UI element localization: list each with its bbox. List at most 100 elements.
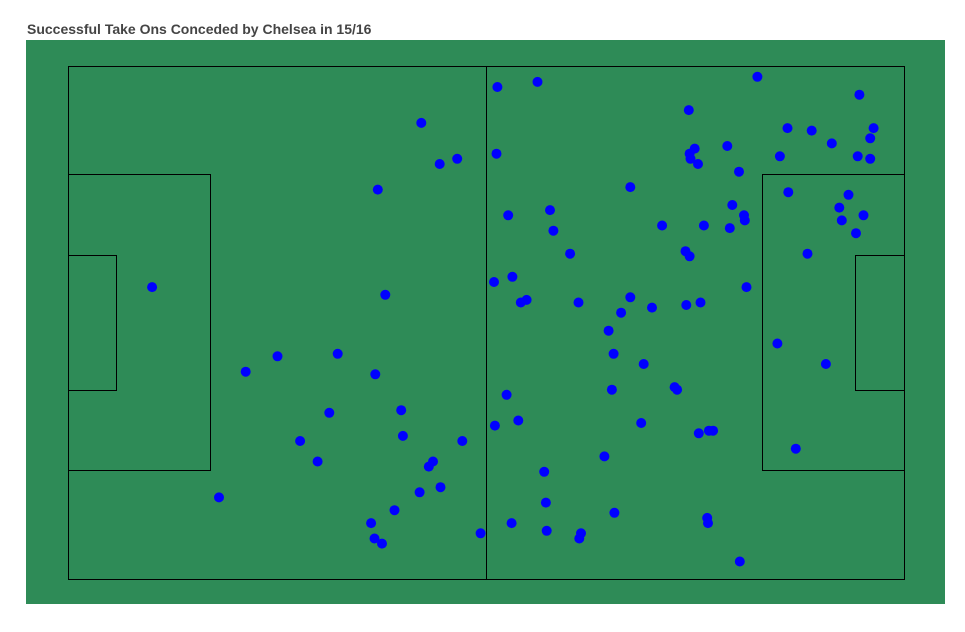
take-on-points [147, 71, 879, 567]
take-on-point [397, 430, 408, 441]
take-on-point [727, 200, 738, 210]
take-on-point [683, 105, 694, 116]
take-on-point [693, 428, 704, 439]
take-on-point [852, 151, 863, 162]
take-on-point [565, 248, 576, 259]
take-on-point [625, 182, 636, 193]
take-on-point [836, 215, 847, 226]
take-on-point [435, 482, 446, 493]
take-on-point [272, 351, 283, 362]
take-on-point [724, 223, 735, 234]
take-on-point [695, 297, 706, 308]
pitch-markings [68, 66, 905, 580]
take-on-point [214, 492, 224, 503]
take-on-point [428, 456, 438, 467]
take-on-point [332, 348, 343, 359]
take-on-point [802, 248, 813, 259]
take-on-point [603, 325, 614, 336]
take-on-point [865, 133, 876, 144]
take-on-point [457, 436, 468, 446]
take-on-point [693, 159, 703, 169]
take-on-point [372, 184, 383, 195]
take-on-point [752, 71, 763, 82]
take-on-point [545, 205, 555, 216]
take-on-point [506, 518, 517, 529]
take-on-point [834, 202, 845, 213]
take-on-point [599, 451, 610, 462]
take-on-point [295, 436, 306, 446]
take-on-point [501, 389, 512, 400]
left-six-yard-box [68, 255, 117, 391]
take-on-point [625, 292, 636, 303]
pitch-background [26, 40, 945, 604]
take-on-point [540, 497, 551, 508]
take-on-point [698, 220, 709, 231]
take-on-point [739, 215, 750, 226]
take-on-point [507, 271, 518, 282]
take-on-point [434, 159, 445, 169]
chart-title: Successful Take Ons Conceded by Chelsea … [27, 21, 372, 37]
take-on-point [521, 294, 532, 305]
take-on-point [703, 518, 713, 529]
take-on-point [820, 359, 831, 369]
take-on-point [324, 407, 335, 418]
take-on-point [396, 405, 407, 416]
take-on-point [147, 282, 158, 293]
take-on-point [389, 505, 400, 516]
take-on-point [685, 153, 696, 164]
take-on-point [854, 89, 865, 100]
take-on-point [576, 528, 586, 539]
take-on-point [657, 220, 668, 231]
take-on-point [734, 166, 744, 177]
take-on-point [774, 151, 785, 162]
take-on-point [616, 307, 627, 318]
take-on-point [851, 228, 861, 239]
take-on-point [681, 300, 692, 310]
take-on-point [492, 82, 503, 92]
take-on-point [772, 338, 783, 349]
right-six-yard-box [855, 255, 905, 391]
take-on-point [609, 507, 620, 518]
take-on-point [741, 282, 752, 293]
take-on-point [689, 143, 700, 154]
take-on-point [722, 141, 733, 151]
take-on-point [573, 297, 584, 308]
take-on-point [414, 487, 425, 498]
take-on-point [369, 533, 380, 544]
take-on-point [503, 210, 514, 221]
take-on-point [790, 443, 801, 454]
take-on-point [638, 359, 649, 369]
take-on-point [539, 466, 550, 477]
take-on-point [513, 415, 524, 426]
take-on-point [636, 418, 647, 428]
take-on-point [608, 348, 619, 359]
take-on-point [858, 210, 869, 221]
take-on-point [377, 538, 387, 549]
take-on-point [532, 76, 543, 87]
take-on-point [240, 366, 251, 377]
take-on-point [672, 384, 683, 395]
take-on-point [541, 525, 552, 536]
take-on-point [366, 518, 377, 529]
take-on-point [708, 425, 719, 436]
take-on-point [782, 123, 793, 134]
take-on-point [843, 189, 854, 200]
take-on-point [489, 420, 500, 431]
take-on-point [826, 138, 837, 149]
take-on-point [491, 148, 502, 159]
take-on-point [380, 289, 391, 300]
take-on-point [865, 153, 876, 164]
take-on-point [868, 123, 879, 134]
take-on-point [806, 125, 817, 136]
take-on-point [783, 187, 794, 198]
take-on-point [684, 251, 695, 262]
take-on-point [416, 117, 427, 128]
take-on-point [606, 384, 617, 395]
take-on-point [452, 153, 463, 164]
take-on-point [489, 277, 499, 287]
take-on-point [548, 225, 559, 236]
take-on-point [647, 302, 657, 313]
take-on-point [475, 528, 486, 539]
take-on-point [734, 556, 745, 567]
